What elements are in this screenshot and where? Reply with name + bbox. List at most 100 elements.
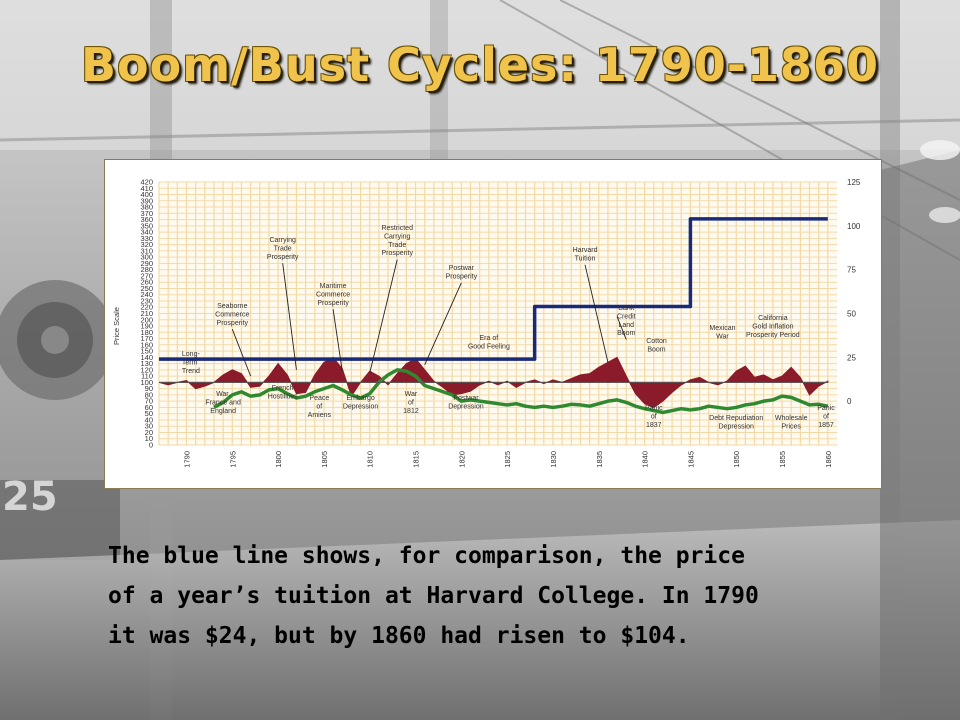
annotation-text: Prosperity	[317, 300, 349, 307]
annotation-text: Debt Repudiation	[709, 415, 763, 422]
slide-title: Boom/Bust Cycles: 1790-1860	[80, 38, 880, 92]
annotation-text: Wholesale	[775, 415, 808, 422]
annotation-text: Land	[618, 322, 634, 329]
x-tick-label: 1835	[595, 451, 604, 468]
y-left-tick-label: 380	[140, 203, 153, 212]
y-left-tick-label: 240	[140, 290, 153, 299]
y-left-tick-label: 0	[149, 441, 153, 450]
x-tick-label: 1795	[228, 451, 237, 468]
x-tick-label: 1845	[686, 451, 695, 468]
axes: 0102030405060708090100110120130140150160…	[112, 178, 861, 468]
annotation-text: Mexican	[709, 325, 735, 332]
annotation-text: Long-	[182, 351, 201, 358]
annotation-leader	[616, 316, 627, 340]
grid	[158, 181, 837, 446]
y-left-tick-label: 360	[140, 215, 153, 224]
svg-text:25: 25	[2, 474, 58, 520]
annotation-text: of	[408, 399, 414, 406]
annotation-text: of	[651, 413, 657, 420]
annotation-text: War	[716, 333, 729, 340]
annotation-text: Depression	[448, 403, 484, 410]
annotation-text: Trend	[182, 368, 200, 375]
y-left-tick-label: 200	[140, 315, 153, 324]
annotation-text: 1857	[818, 422, 834, 429]
y-left-tick-label: 60	[145, 403, 153, 412]
annotation-text: Depression	[719, 423, 755, 430]
y-right-tick-label: 25	[847, 353, 856, 362]
annotation-text: of	[823, 413, 829, 420]
y-left-tick-label: 280	[140, 265, 153, 274]
y-left-tick-label: 180	[140, 328, 153, 337]
annotation-text: Commerce	[316, 291, 350, 298]
annotation-text: Carrying	[384, 233, 411, 240]
annotation-text: 1837	[646, 422, 662, 429]
y-left-tick-label: 390	[140, 196, 153, 205]
annotation-text: Seaborne	[217, 303, 247, 310]
annotation-text: Boom	[617, 330, 635, 337]
y-left-tick-label: 230	[140, 296, 153, 305]
y-left-tick-label: 330	[140, 234, 153, 243]
y-right-tick-label: 50	[847, 310, 856, 319]
annotation-text: Prosperity	[267, 254, 299, 261]
annotation-leader	[424, 282, 462, 366]
annotation-leader	[584, 264, 609, 363]
y-left-tick-label: 30	[145, 422, 153, 431]
y-left-tick-label: 170	[140, 334, 153, 343]
annotation-text: Peace	[309, 395, 329, 402]
y-left-tick-label: 160	[140, 340, 153, 349]
annotation-text: Postwar	[449, 265, 475, 272]
annotation-text: Embargo	[346, 395, 375, 402]
annotation-text: French	[272, 385, 294, 392]
annotation-text: Panic	[645, 405, 663, 412]
annotation-text: War	[405, 391, 418, 398]
y-left-tick-label: 70	[145, 397, 153, 406]
y-right-tick-label: 75	[847, 266, 856, 275]
x-tick-label: 1805	[320, 451, 329, 468]
annotation-text: Gold Inflation	[752, 323, 793, 330]
y-left-tick-label: 100	[140, 378, 153, 387]
annotation-text: 1812	[403, 408, 419, 415]
annotation-text: Tuition	[575, 255, 596, 262]
annotation-text: Prosperity	[381, 250, 413, 257]
x-tick-label: 1810	[366, 451, 375, 468]
y-left-tick-label: 300	[140, 253, 153, 262]
boom-bust-chart: 0102030405060708090100110120130140150160…	[112, 178, 861, 468]
annotation-text: Good Feeling	[468, 343, 510, 350]
y-left-tick-label: 90	[145, 384, 153, 393]
y-left-tick-label: 310	[140, 246, 153, 255]
annotation-leader	[231, 329, 252, 377]
y-left-tick-label: 110	[141, 372, 153, 381]
annotation-text: Restricted	[381, 225, 413, 232]
x-tick-label: 1850	[732, 451, 741, 468]
annotation-text: Cotton	[646, 338, 667, 345]
annotation-text: Hostilities	[268, 393, 298, 400]
annotation-text: Commerce	[215, 311, 249, 318]
y-left-tick-label: 150	[140, 347, 153, 356]
y-left-tick-label: 210	[140, 309, 153, 318]
x-tick-label: 1860	[824, 451, 833, 468]
y-left-tick-label: 260	[140, 278, 153, 287]
y-left-tick-label: 190	[140, 322, 153, 331]
x-tick-label: 1855	[778, 451, 787, 468]
caption-line-3: it was $24, but by 1860 had risen to $10…	[108, 623, 690, 649]
annotation-text: Term	[182, 359, 198, 366]
series-lines	[159, 217, 829, 415]
wholesale-prices-line	[213, 368, 829, 415]
annotation-leader	[282, 263, 297, 370]
y-right-tick-label: 100	[847, 222, 861, 231]
x-tick-label: 1815	[412, 451, 421, 468]
y-left-tick-label: 290	[140, 259, 153, 268]
caption-line-1: The blue line shows, for comparison, the…	[108, 543, 745, 569]
annotation-text: of	[316, 403, 322, 410]
y-left-tick-label: 250	[140, 284, 153, 293]
